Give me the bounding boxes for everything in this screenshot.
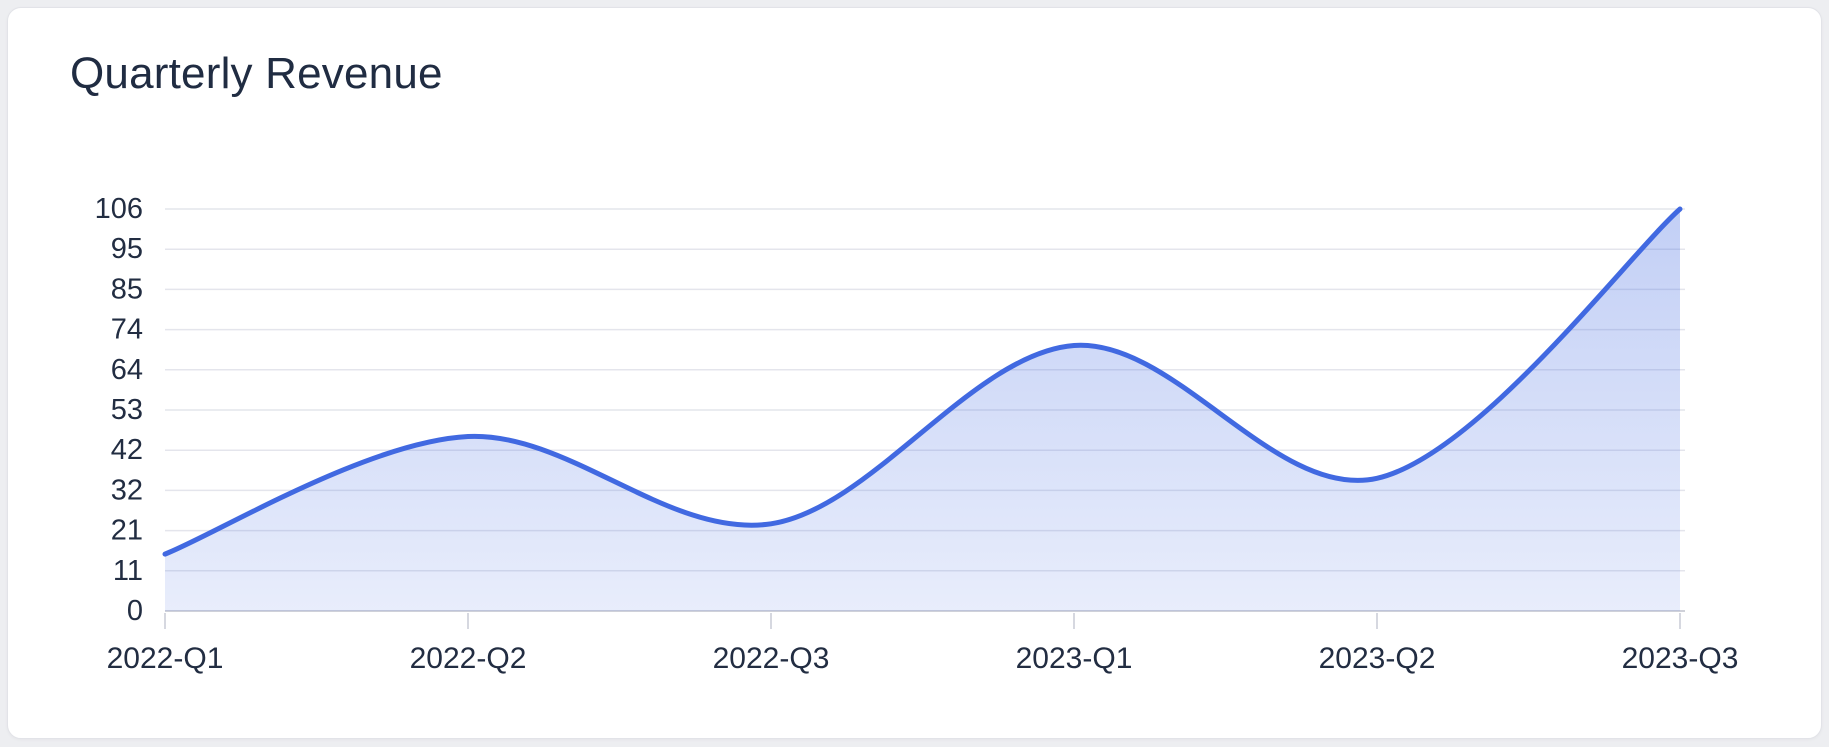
y-axis-tick-label: 32 <box>111 474 143 506</box>
x-axis-tick-label: 2022-Q1 <box>107 642 224 675</box>
y-axis-tick-label: 95 <box>111 233 143 265</box>
y-axis-tick-label: 42 <box>111 434 143 466</box>
y-axis-tick-label: 21 <box>111 515 143 547</box>
revenue-line <box>162 206 1683 557</box>
chart-card: Quarterly Revenue <box>7 7 1822 739</box>
y-axis-tick-label: 11 <box>113 555 143 587</box>
chart-title: Quarterly Revenue <box>70 49 443 98</box>
y-axis-tick-label: 106 <box>95 193 143 225</box>
x-axis-tick-label: 2023-Q1 <box>1016 642 1133 675</box>
y-axis-tick-label: 0 <box>127 595 143 627</box>
x-axis-tick-label: 2022-Q2 <box>410 642 527 675</box>
revenue-area-fill <box>165 209 1680 611</box>
x-axis-tick-label: 2023-Q3 <box>1622 642 1739 675</box>
y-axis-tick-label: 53 <box>111 394 143 426</box>
y-axis-tick-label: 64 <box>111 354 143 386</box>
x-axis-tick-label: 2023-Q2 <box>1319 642 1436 675</box>
y-axis-tick-label: 85 <box>111 273 143 305</box>
x-axis-tick-label: 2022-Q3 <box>713 642 830 675</box>
y-axis-tick-label: 74 <box>111 314 143 346</box>
